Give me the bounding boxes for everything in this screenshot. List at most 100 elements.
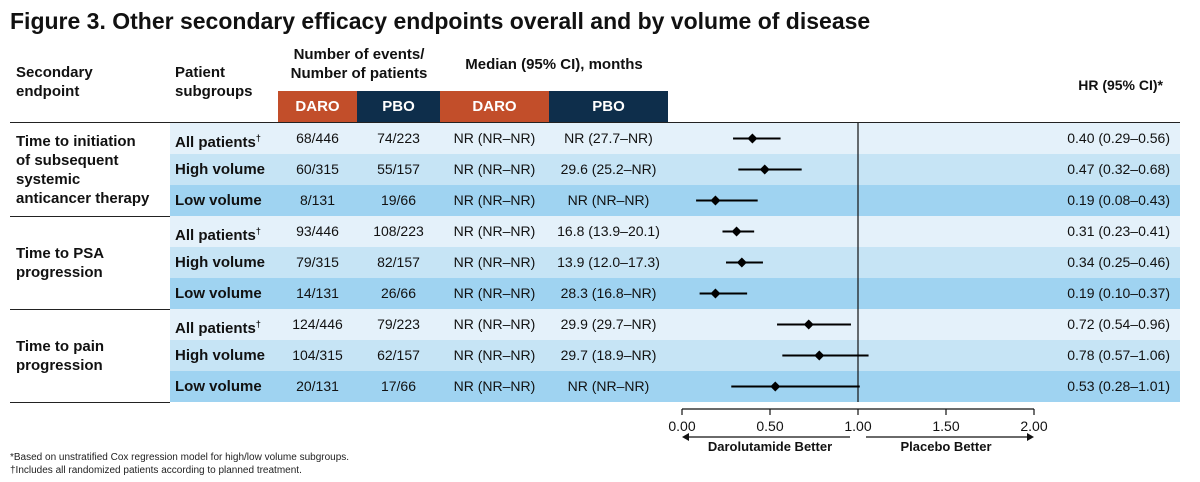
subgroup-label-text: High volume: [175, 254, 266, 271]
pbo-median-cell: 29.6 (25.2–NR): [560, 161, 657, 177]
pbo-median-cell: 28.3 (16.8–NR): [560, 285, 657, 301]
footnote-dagger: †Includes all randomized patients accord…: [10, 465, 302, 476]
table-row: [170, 371, 1180, 402]
table-row: [170, 247, 1180, 278]
subgroup-label-text: Low volume: [175, 192, 262, 209]
daro-events-cell: 93/446: [296, 223, 339, 239]
hr-marker: [736, 257, 747, 268]
hr-ci-text: 0.19 (0.08–0.43): [1067, 192, 1170, 208]
header-subgroups-line1: Patient: [175, 64, 226, 81]
table-row: [170, 123, 1180, 154]
endpoint-label-line: progression: [16, 356, 103, 374]
pbo-median-cell: NR (27.7–NR): [564, 130, 653, 146]
pbo-median-pill: PBO: [549, 91, 668, 122]
hr-marker: [759, 164, 770, 175]
daro-median-cell: NR (NR–NR): [453, 254, 536, 270]
pbo-median-cell: NR (NR–NR): [567, 378, 650, 394]
subgroup-label-text: High volume: [175, 347, 266, 364]
table-row: [170, 340, 1180, 371]
endpoint-label: Time to PSA progression: [16, 244, 104, 282]
pbo-events-cell: 82/157: [377, 254, 420, 270]
x-tick-label: 0.00: [668, 418, 695, 434]
dagger-mark: †: [255, 319, 261, 329]
endpoint-label-line: anticancer therapy: [16, 189, 150, 207]
daro-events-pill: DARO: [278, 91, 357, 122]
endpoint-label: Time to initiation of subsequent systemic a…: [16, 132, 149, 208]
daro-events-cell: 14/131: [296, 285, 339, 301]
header-endpoint-line1: Secondary: [16, 64, 93, 81]
daro-events-cell: 124/446: [292, 316, 343, 332]
daro-median-cell: NR (NR–NR): [453, 161, 536, 177]
header-events-line1: Number of events/: [293, 46, 425, 63]
daro-events-cell: 60/315: [296, 161, 339, 177]
table-row: [170, 216, 1180, 247]
daro-median-cell: NR (NR–NR): [453, 378, 536, 394]
daro-median-cell: NR (NR–NR): [453, 347, 536, 363]
table-row: [170, 309, 1180, 340]
group-divider: [10, 216, 170, 217]
pbo-median-cell: 29.7 (18.9–NR): [560, 347, 657, 363]
endpoint-label: Time to pain progression: [16, 337, 104, 375]
subgroup-label: Low volume: [175, 185, 262, 216]
subgroup-label: All patients†: [175, 123, 261, 154]
hr-marker: [710, 288, 721, 299]
footnote-cox: *Based on unstratified Cox regression mo…: [10, 452, 350, 463]
endpoint-label-line: Time to pain: [16, 337, 105, 355]
hr-ci-text: 0.34 (0.25–0.46): [1067, 254, 1170, 270]
left-arrow-head: [682, 433, 689, 441]
daro-median-cell: NR (NR–NR): [453, 130, 536, 146]
right-arrow-head: [1027, 433, 1034, 441]
pbo-events-cell: 17/66: [380, 378, 417, 394]
subgroup-label-text: High volume: [175, 161, 266, 178]
hr-marker: [803, 319, 814, 330]
pbo-median-cell: 29.9 (29.7–NR): [560, 316, 657, 332]
hr-marker: [747, 133, 758, 144]
subgroup-label-text: All patients: [175, 227, 256, 244]
hr-ci-text: 0.78 (0.57–1.06): [1067, 347, 1170, 363]
pbo-events-cell: 19/66: [380, 192, 417, 208]
dagger-mark: †: [255, 133, 261, 143]
pbo-median-cell: NR (NR–NR): [567, 192, 650, 208]
subgroup-label: High volume: [175, 154, 265, 185]
group-divider: [10, 309, 170, 310]
x-tick-label: 0.50: [756, 418, 783, 434]
x-tick-label: 2.00: [1020, 418, 1047, 434]
hr-ci-text: 0.31 (0.23–0.41): [1067, 223, 1170, 239]
hr-ci-text: 0.72 (0.54–0.96): [1067, 316, 1170, 332]
header-median: Median (95% CI), months: [465, 56, 643, 73]
subgroup-label-text: Low volume: [175, 285, 262, 302]
daro-median-cell: NR (NR–NR): [453, 316, 536, 332]
header-hr: HR (95% CI)*: [1078, 77, 1163, 93]
endpoint-label-line: Time to initiation: [16, 132, 136, 150]
endpoint-label-line: systemic: [16, 170, 81, 188]
x-tick-label: 1.00: [844, 418, 871, 434]
hr-marker: [731, 226, 742, 237]
x-tick-label: 1.50: [932, 418, 959, 434]
daro-median-pill: DARO: [440, 91, 549, 122]
hr-marker: [770, 381, 781, 392]
hr-ci-text: 0.47 (0.32–0.68): [1067, 161, 1170, 177]
table-row: [170, 154, 1180, 185]
subgroup-label: Low volume: [175, 278, 262, 309]
subgroup-label: High volume: [175, 247, 265, 278]
subgroup-label: All patients†: [175, 216, 261, 247]
pbo-median-cell: 13.9 (12.0–17.3): [557, 254, 660, 270]
endpoint-label-line: Time to PSA: [16, 244, 105, 262]
endpoint-label-line: of subsequent: [16, 151, 119, 169]
header-events: Number of events/ Number of patients: [275, 45, 443, 83]
header-endpoint-line2: endpoint: [16, 83, 80, 100]
pbo-median-cell: 16.8 (13.9–20.1): [557, 223, 660, 239]
subgroup-label: Low volume: [175, 371, 262, 402]
subgroup-label-text: Low volume: [175, 378, 262, 395]
placebo-better-label: Placebo Better: [900, 439, 991, 454]
hr-ci-text: 0.19 (0.10–0.37): [1067, 285, 1170, 301]
figure-title: Figure 3. Other secondary efficacy endpo…: [10, 8, 871, 34]
table-row: [170, 278, 1180, 309]
subgroup-label: All patients†: [175, 309, 261, 340]
darolutamide-better-label: Darolutamide Better: [708, 439, 832, 454]
pbo-events-cell: 62/157: [377, 347, 420, 363]
pbo-events-cell: 108/223: [373, 223, 424, 239]
header-subgroups: Patient subgroups: [175, 63, 253, 101]
header-endpoint: Secondary endpoint: [16, 63, 93, 101]
daro-median-cell: NR (NR–NR): [453, 285, 536, 301]
